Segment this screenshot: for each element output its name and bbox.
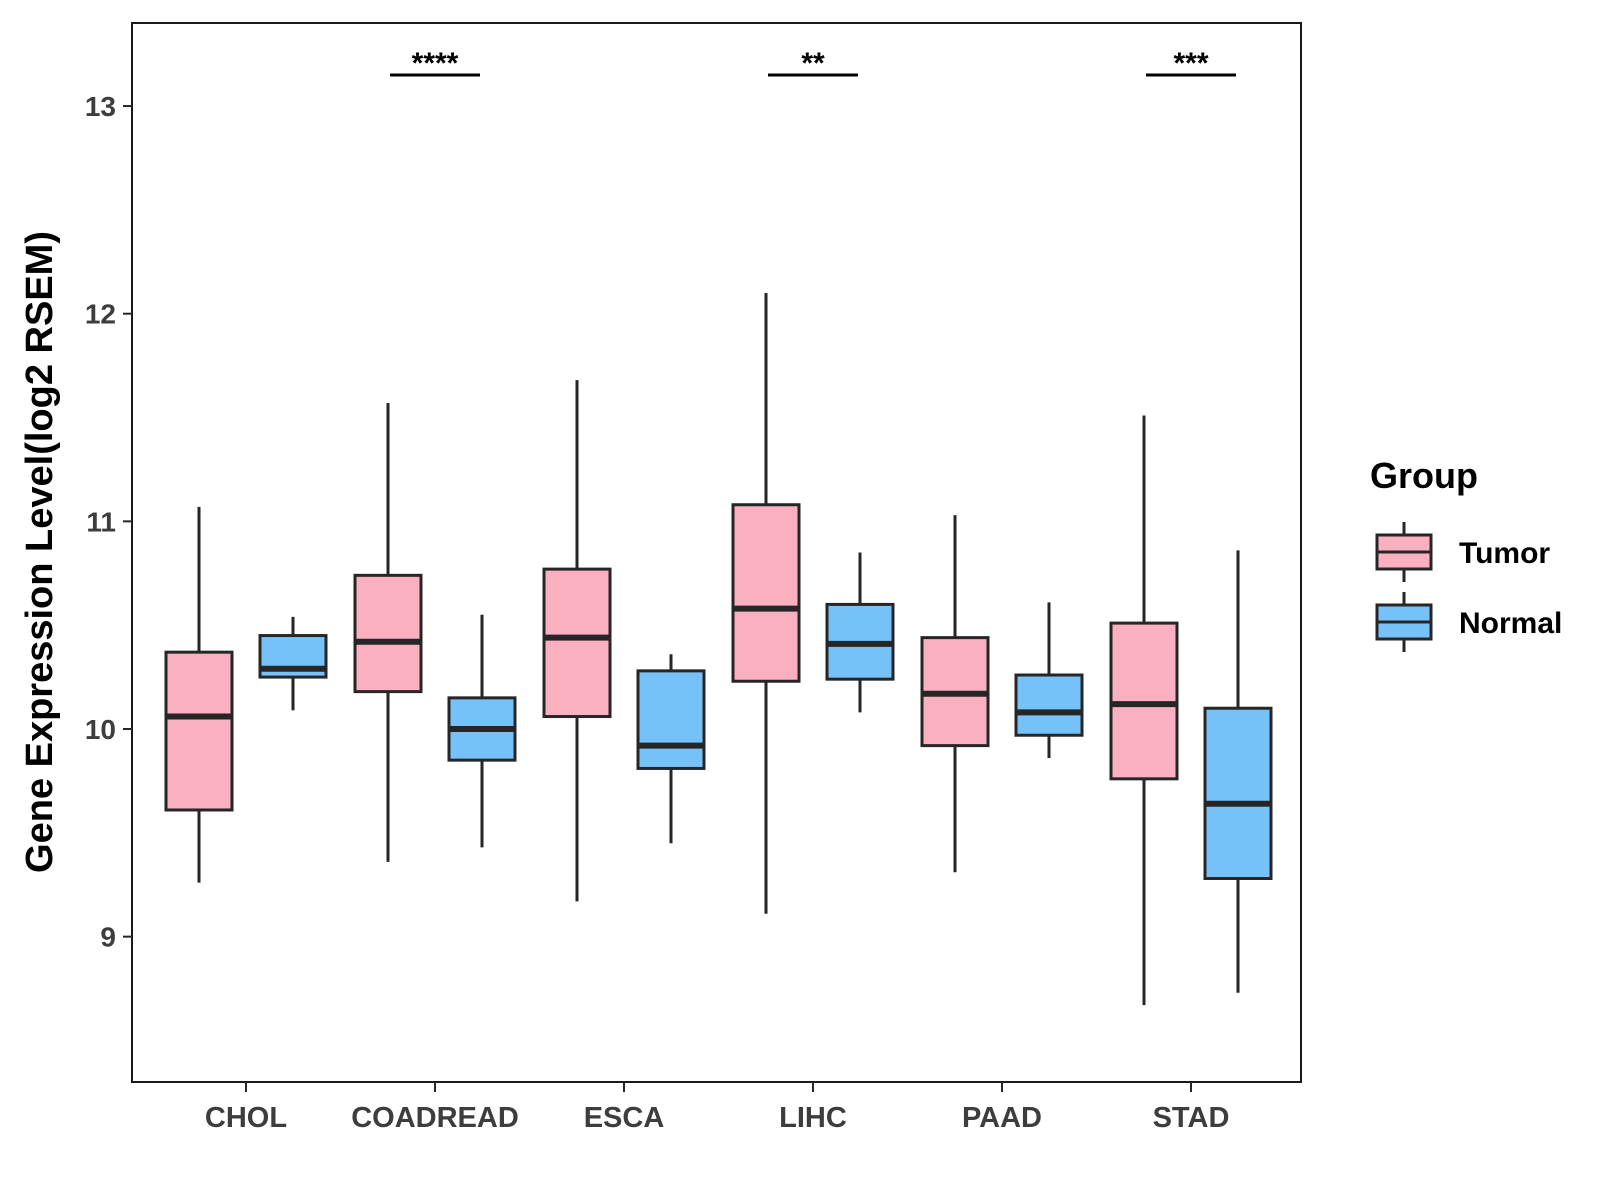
y-tick-label: 10 bbox=[85, 714, 116, 745]
significance-label: ** bbox=[801, 47, 825, 80]
box-tumor-coadread bbox=[353, 402, 423, 862]
x-axis: CHOL COADREAD ESCA LIHC PAAD STAD bbox=[205, 1082, 1229, 1134]
y-tick-label: 9 bbox=[100, 922, 116, 953]
x-tick-label: LIHC bbox=[779, 1102, 847, 1134]
plot-area bbox=[164, 292, 1273, 1006]
x-tick-label: ESCA bbox=[584, 1102, 665, 1134]
significance-label: **** bbox=[412, 47, 459, 80]
x-tick-label: COADREAD bbox=[351, 1102, 519, 1134]
box-tumor-chol bbox=[164, 506, 234, 883]
x-tick-label: CHOL bbox=[205, 1102, 287, 1134]
legend-key-tumor bbox=[1375, 522, 1433, 582]
legend-label-tumor: Tumor bbox=[1459, 537, 1550, 570]
box-iqr bbox=[1109, 621, 1179, 781]
legend-title: Group bbox=[1370, 455, 1478, 496]
box-normal-paad bbox=[1014, 602, 1084, 759]
plot-panel-border bbox=[131, 22, 1302, 1083]
x-tick-label: PAAD bbox=[962, 1102, 1042, 1134]
legend: Group Tumor Normal bbox=[1370, 455, 1562, 652]
box-normal-coadread bbox=[447, 614, 517, 848]
box-normal-chol bbox=[258, 616, 328, 711]
y-tick-label: 12 bbox=[85, 299, 116, 330]
box-tumor-stad bbox=[1109, 415, 1179, 1006]
box-iqr bbox=[164, 650, 234, 812]
significance-annotations: **** ** *** bbox=[390, 47, 1236, 80]
box-tumor-paad bbox=[920, 515, 990, 873]
box-iqr bbox=[353, 573, 423, 694]
significance-label: *** bbox=[1173, 47, 1208, 80]
x-tick-label: STAD bbox=[1153, 1102, 1230, 1134]
box-iqr bbox=[731, 503, 801, 683]
y-tick-label: 13 bbox=[85, 91, 116, 122]
y-axis: 9 10 11 12 13 bbox=[85, 91, 132, 953]
box-normal-lihc bbox=[825, 552, 895, 713]
box-tumor-esca bbox=[542, 380, 612, 902]
legend-label-normal: Normal bbox=[1459, 607, 1562, 640]
legend-key-normal bbox=[1375, 592, 1433, 652]
y-tick-label: 11 bbox=[86, 506, 116, 537]
box-iqr bbox=[636, 669, 706, 770]
box-iqr bbox=[1203, 706, 1273, 881]
box-normal-stad bbox=[1203, 550, 1273, 993]
box-normal-esca bbox=[636, 654, 706, 844]
box-iqr bbox=[1014, 673, 1084, 737]
box-tumor-lihc bbox=[731, 292, 801, 914]
y-axis-title: Gene Expression Level(log2 RSEM) bbox=[19, 231, 61, 873]
box-iqr bbox=[542, 567, 612, 719]
